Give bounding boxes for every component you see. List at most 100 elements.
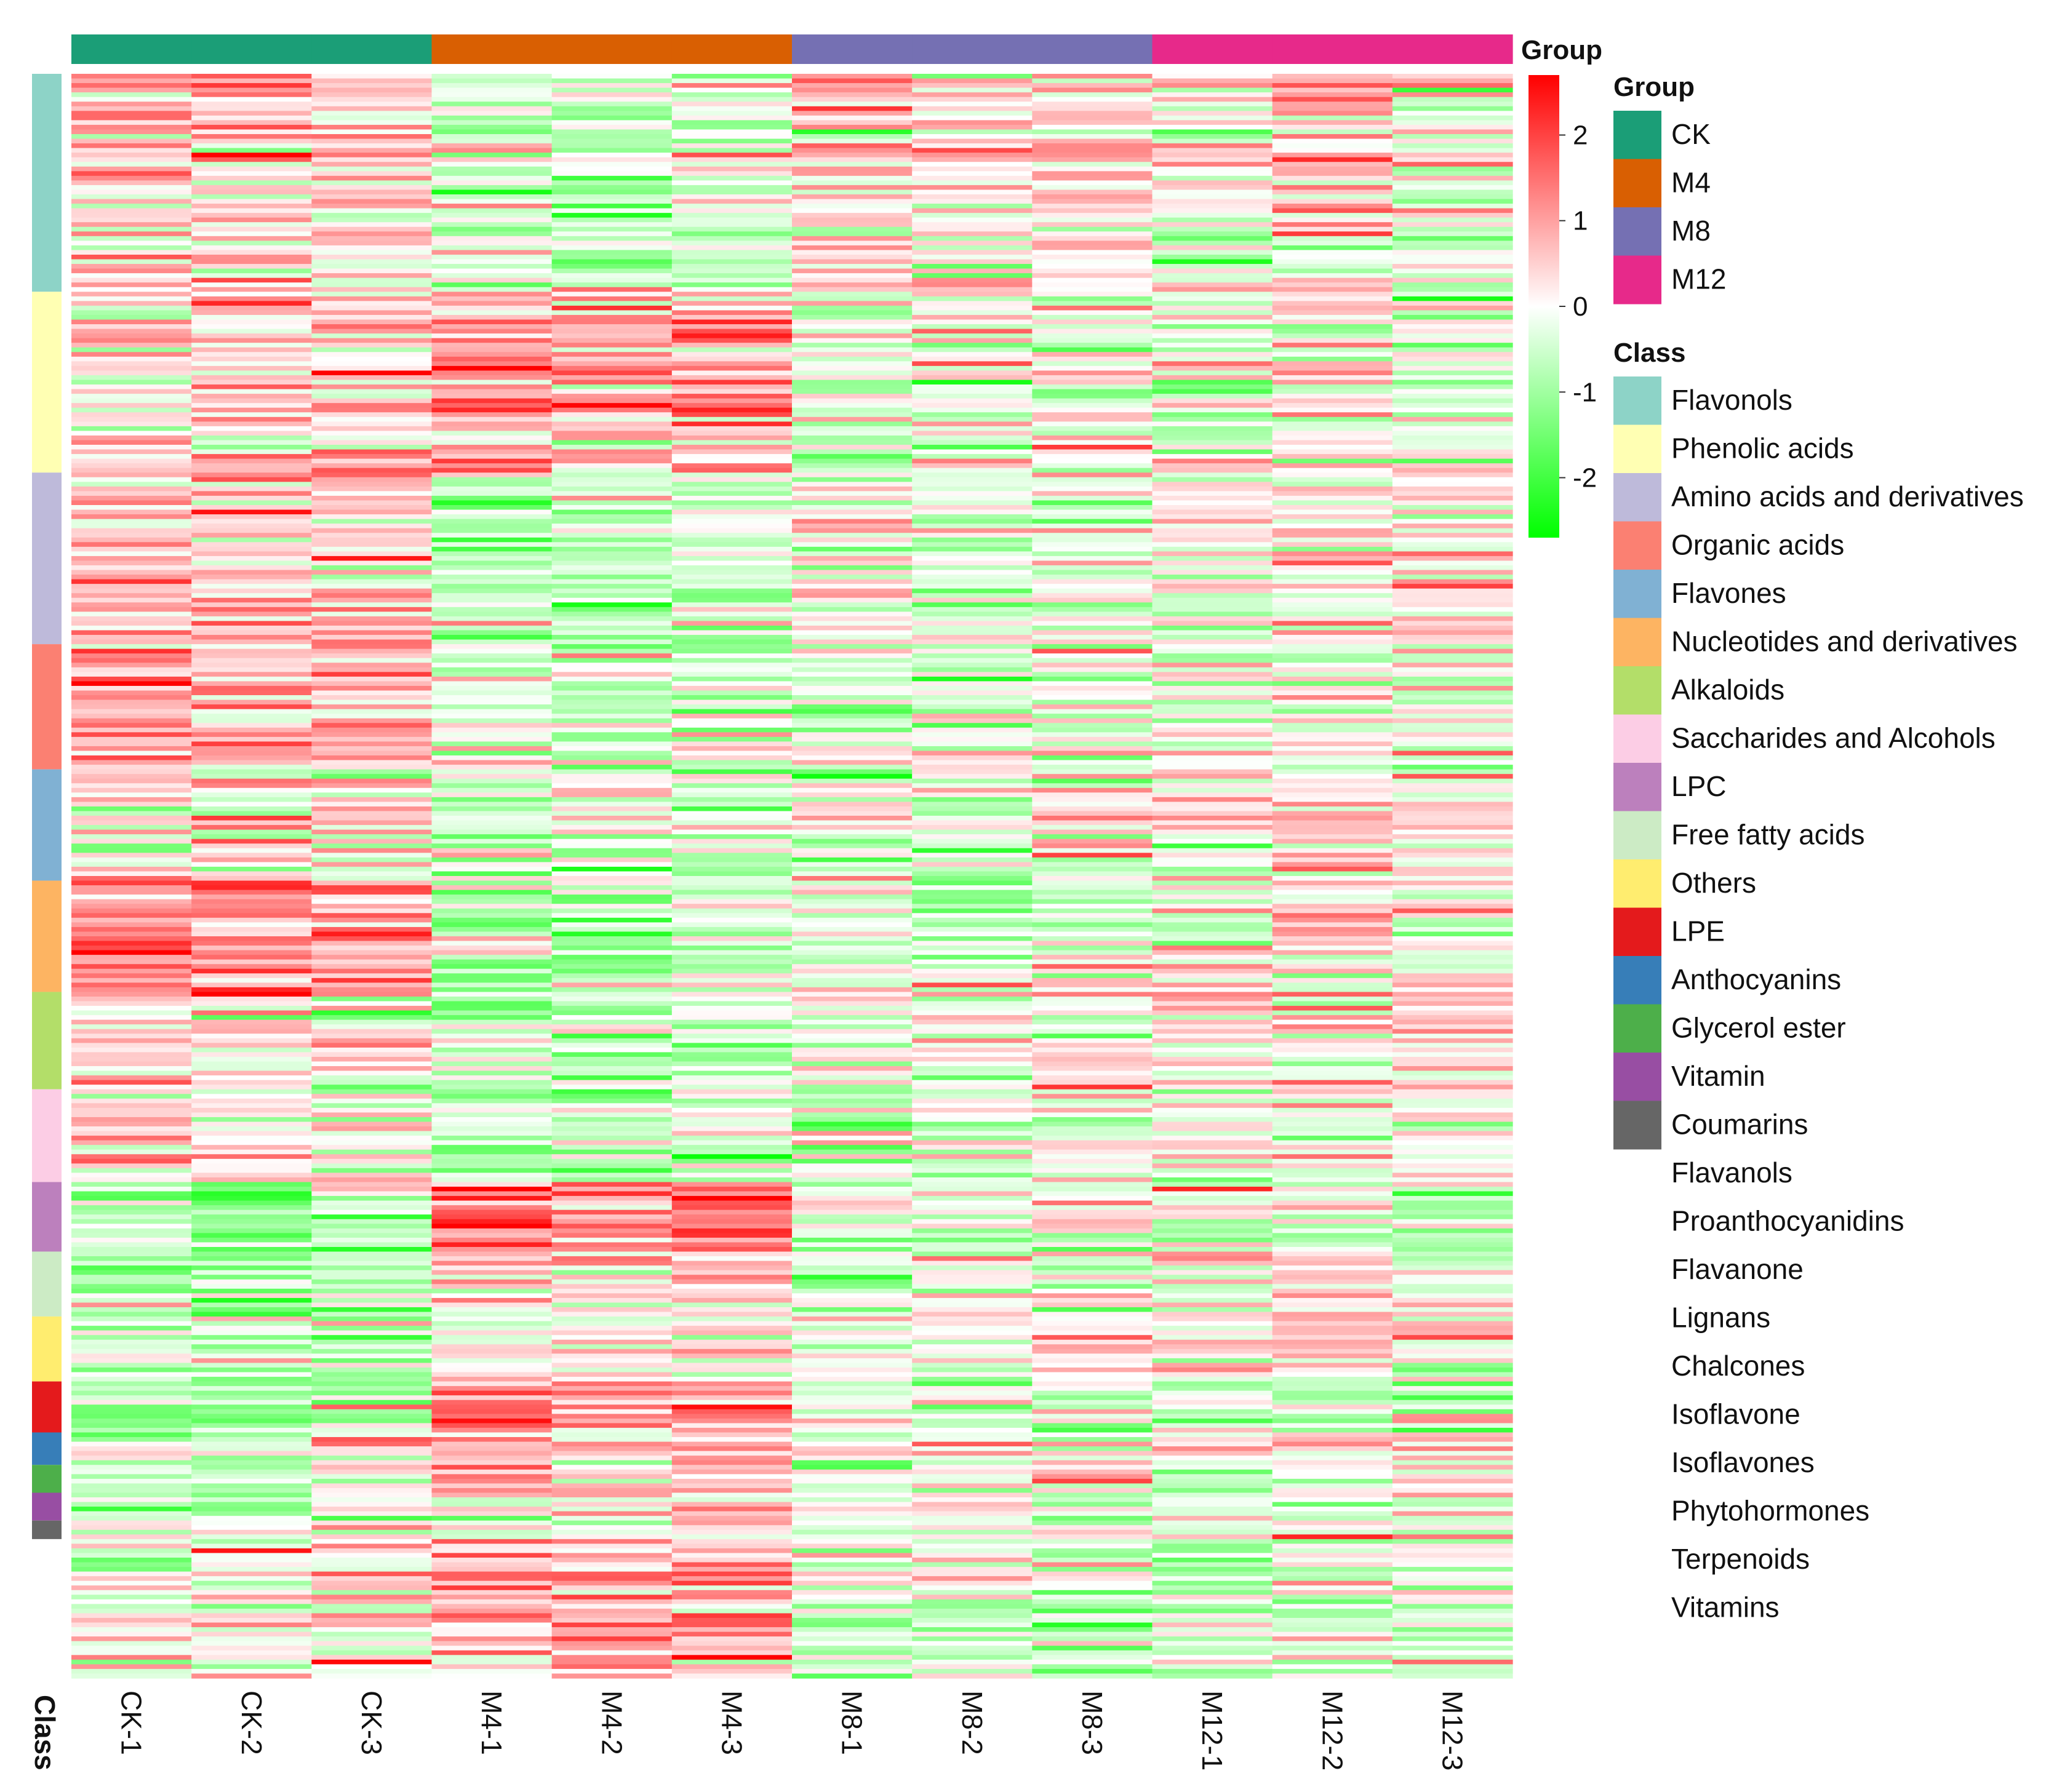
heatmap-cell xyxy=(551,495,673,501)
heatmap-cell xyxy=(191,236,312,241)
heatmap-cell xyxy=(671,380,793,385)
heatmap-cell xyxy=(311,124,433,130)
heatmap-cell xyxy=(311,667,433,672)
heatmap-cell xyxy=(71,1126,192,1132)
heatmap-cell xyxy=(671,416,793,422)
heatmap-cell xyxy=(431,287,553,292)
heatmap-cell xyxy=(71,1451,192,1456)
heatmap-cell xyxy=(1032,908,1153,914)
heatmap-cell xyxy=(1032,394,1153,399)
heatmap-cell xyxy=(1032,936,1153,942)
heatmap-cell xyxy=(1272,407,1393,413)
heatmap-cell xyxy=(1392,133,1513,140)
heatmap-cell xyxy=(1032,1377,1153,1382)
heatmap-cell xyxy=(431,1163,553,1169)
heatmap-cell xyxy=(191,1196,312,1201)
heatmap-cell xyxy=(1392,394,1513,399)
heatmap-cell xyxy=(912,1029,1033,1034)
heatmap-cell xyxy=(1272,565,1393,571)
heatmap-cell xyxy=(1032,1409,1153,1414)
heatmap-cell xyxy=(1032,185,1153,191)
heatmap-cell xyxy=(1392,1219,1513,1224)
heatmap-cell xyxy=(551,825,673,830)
heatmap-cell xyxy=(431,1441,553,1447)
heatmap-cell xyxy=(551,1636,673,1642)
heatmap-cell xyxy=(1152,1478,1273,1484)
heatmap-cell xyxy=(792,403,913,408)
heatmap-cell xyxy=(1032,1516,1153,1521)
heatmap-cell xyxy=(1152,1085,1273,1090)
sample-label: M12-2 xyxy=(1316,1690,1348,1770)
heatmap-cell xyxy=(1152,1029,1273,1034)
heatmap-cell xyxy=(431,565,553,571)
heatmap-cell xyxy=(1152,426,1273,431)
heatmap-cell xyxy=(1272,755,1393,761)
heatmap-cell xyxy=(1152,625,1273,631)
heatmap-cell xyxy=(311,468,433,473)
heatmap-cell xyxy=(311,1024,433,1030)
heatmap-cell xyxy=(551,1061,673,1067)
heatmap-cell xyxy=(551,695,673,701)
heatmap-cell xyxy=(71,361,192,367)
heatmap-cell xyxy=(71,1224,192,1229)
heatmap-cell xyxy=(671,978,793,983)
heatmap-cell xyxy=(551,588,673,594)
heatmap-cell xyxy=(792,1395,913,1401)
heatmap-cell xyxy=(1272,477,1393,482)
heatmap-cell xyxy=(191,699,312,705)
heatmap-cell xyxy=(71,546,192,552)
heatmap-cell xyxy=(311,1478,433,1484)
heatmap-cell xyxy=(1152,723,1273,728)
heatmap-cell xyxy=(671,403,793,408)
heatmap-cell xyxy=(792,111,913,116)
heatmap-cell xyxy=(671,1136,793,1141)
heatmap-cell xyxy=(191,1423,312,1428)
heatmap-cell xyxy=(1032,1270,1153,1275)
heatmap-cell xyxy=(71,1534,192,1540)
heatmap-cell xyxy=(191,765,312,770)
heatmap-cell xyxy=(1272,305,1393,311)
heatmap-cell xyxy=(1032,426,1153,431)
heatmap-cell xyxy=(71,87,192,93)
heatmap-cell xyxy=(191,1673,312,1679)
heatmap-cell xyxy=(912,1043,1033,1048)
heatmap-cell xyxy=(1032,1525,1153,1531)
heatmap-cell xyxy=(431,894,553,900)
heatmap-cell xyxy=(1152,565,1273,571)
heatmap-cell xyxy=(912,1191,1033,1197)
heatmap-cell xyxy=(671,1478,793,1484)
heatmap-cell xyxy=(1152,1001,1273,1006)
heatmap-cell xyxy=(191,115,312,121)
heatmap-cell xyxy=(1392,584,1513,589)
heatmap-cell xyxy=(671,1543,793,1549)
heatmap-cell xyxy=(1152,1441,1273,1447)
heatmap-cell xyxy=(431,588,553,594)
heatmap-cell xyxy=(311,1247,433,1252)
heatmap-cell xyxy=(1032,343,1153,348)
heatmap-cell xyxy=(792,1270,913,1275)
heatmap-cell xyxy=(912,338,1033,343)
heatmap-cell xyxy=(71,1321,192,1326)
heatmap-cell xyxy=(1152,616,1273,622)
heatmap-cell xyxy=(431,1539,553,1545)
heatmap-cell xyxy=(311,917,433,923)
heatmap-cell xyxy=(912,1543,1033,1549)
heatmap-cell xyxy=(792,133,913,140)
heatmap-cell xyxy=(792,1539,913,1545)
heatmap-cell xyxy=(792,797,913,802)
heatmap-cell xyxy=(311,356,433,362)
heatmap-cell xyxy=(912,171,1033,177)
heatmap-cell xyxy=(1272,370,1393,376)
heatmap-cell xyxy=(1392,648,1513,654)
heatmap-cell xyxy=(792,1131,913,1136)
heatmap-cell xyxy=(912,1242,1033,1248)
heatmap-cell xyxy=(311,1497,433,1503)
heatmap-cell xyxy=(792,533,913,538)
heatmap-cell xyxy=(191,1595,312,1600)
heatmap-cell xyxy=(311,213,433,218)
heatmap-cell xyxy=(671,658,793,663)
heatmap-cell xyxy=(71,157,192,162)
heatmap-cell xyxy=(912,1001,1033,1006)
heatmap-cell xyxy=(71,407,192,413)
heatmap-cell xyxy=(1272,699,1393,705)
